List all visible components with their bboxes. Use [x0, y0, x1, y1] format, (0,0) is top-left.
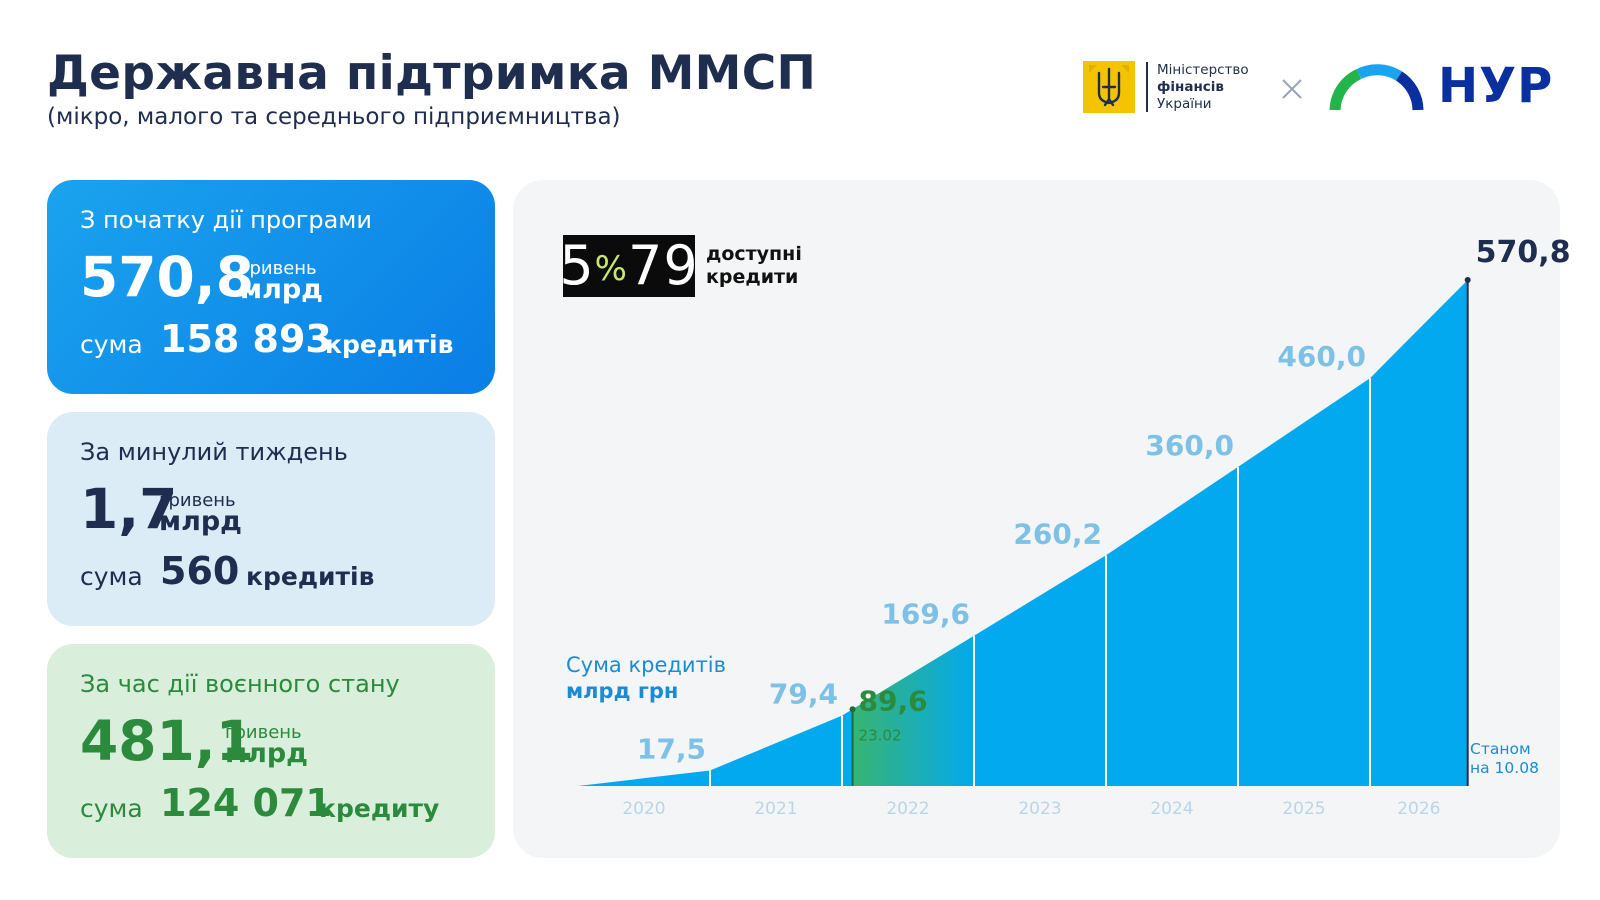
- nur-logo-text: НУР: [1438, 58, 1554, 114]
- program-badge: 5%79: [559, 235, 698, 297]
- minfin-logo-text: Міністерство фінансів України: [1157, 62, 1249, 113]
- minfin-line-1: Міністерство: [1157, 62, 1249, 78]
- card-count-unit: кредитів: [246, 562, 375, 591]
- program-caption: доступні кредити: [706, 243, 802, 289]
- logo-divider: [1146, 62, 1148, 112]
- card-amount: 570,8: [80, 245, 254, 309]
- card-title: За минулий тиждень: [80, 438, 348, 466]
- card-unit-small: гривень: [159, 490, 236, 511]
- card-count: 124 071: [160, 781, 332, 825]
- card-since-start: З початку дії програми 570,8 гривень млр…: [47, 180, 495, 394]
- cross-icon: [1282, 79, 1302, 99]
- card-sum-label: сума: [80, 562, 143, 591]
- card-count-unit: кредиту: [319, 794, 440, 823]
- card-unit-big: млрд: [225, 738, 308, 769]
- y-axis-caption-line-1: Сума кредитів: [566, 653, 727, 677]
- y-axis-caption: Сума кредитів млрд грн: [566, 652, 726, 704]
- card-sum-label: сума: [80, 330, 143, 359]
- card-unit-big: млрд: [240, 274, 323, 305]
- program-badge-text: 5%79: [559, 239, 698, 293]
- card-title: З початку дії програми: [80, 206, 373, 234]
- badge-percent: %: [594, 249, 628, 289]
- nur-arc-icon: [1329, 64, 1424, 111]
- program-caption-line-1: доступні: [706, 243, 802, 265]
- page-subtitle: (мікро, малого та середнього підприємниц…: [47, 104, 621, 130]
- card-count-unit: кредитів: [325, 330, 454, 359]
- card-unit-small: гривень: [225, 722, 302, 743]
- card-amount: 1,7: [80, 477, 178, 541]
- card-martial-law: За час дії воєнного стану 481,1 гривень …: [47, 644, 495, 858]
- as-of-line-1: Станом: [1470, 740, 1531, 758]
- card-sum-label: сума: [80, 794, 143, 823]
- card-unit-small: гривень: [240, 258, 317, 279]
- trident-icon: [1083, 61, 1135, 113]
- card-amount: 481,1: [80, 709, 254, 773]
- badge-digit-5: 5: [559, 234, 595, 297]
- program-caption-line-2: кредити: [706, 266, 799, 288]
- card-unit-big: млрд: [159, 506, 242, 537]
- as-of-line-2: на 10.08: [1470, 759, 1539, 777]
- card-title: За час дії воєнного стану: [80, 670, 400, 698]
- page-title: Державна підтримка ММСП: [47, 46, 817, 101]
- card-last-week: За минулий тиждень 1,7 гривень млрд сума…: [47, 412, 495, 626]
- badge-digits-79: 79: [627, 234, 699, 297]
- minfin-line-3: України: [1157, 96, 1212, 112]
- card-count: 158 893: [160, 317, 332, 361]
- y-axis-caption-line-2: млрд грн: [566, 679, 679, 703]
- card-count: 560: [160, 549, 240, 593]
- minfin-line-2: фінансів: [1157, 79, 1224, 95]
- as-of-date: Станом на 10.08: [1470, 740, 1539, 778]
